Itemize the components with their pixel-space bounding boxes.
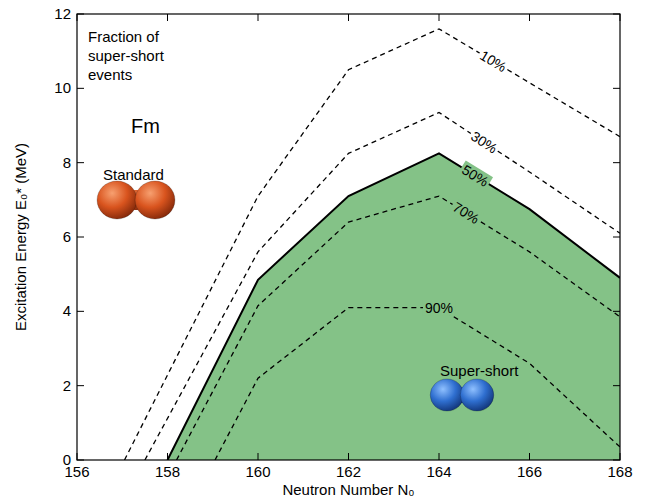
x-tick xyxy=(439,14,440,21)
y-tick xyxy=(613,162,620,163)
x-tick xyxy=(620,453,621,460)
y-tick xyxy=(77,14,84,15)
y-tick xyxy=(613,88,620,89)
x-tick-label: 166 xyxy=(517,463,542,480)
x-tick xyxy=(167,453,168,460)
chart: 156158160162164166168024681012Neutron Nu… xyxy=(0,0,648,501)
x-tick xyxy=(529,14,530,21)
label-patch xyxy=(475,46,511,76)
contour-line xyxy=(145,112,620,460)
x-tick xyxy=(77,14,78,21)
label-patch xyxy=(457,160,493,190)
annotation: Super-short xyxy=(440,362,519,379)
x-tick-label: 158 xyxy=(155,463,180,480)
x-tick xyxy=(258,14,259,21)
line-label-group: 30% xyxy=(466,127,502,158)
x-axis-title: Neutron Number N₀ xyxy=(282,481,414,498)
line-label-group: 50% xyxy=(457,160,493,190)
line-label: 50% xyxy=(459,162,491,190)
contour-line xyxy=(168,153,621,460)
y-tick-label: 8 xyxy=(63,154,71,171)
line-label-group: 10% xyxy=(475,46,511,76)
y-tick xyxy=(613,311,620,312)
x-tick-label: 168 xyxy=(607,463,632,480)
x-tick xyxy=(620,14,621,21)
line-label: 90% xyxy=(425,300,453,316)
y-tick-label: 0 xyxy=(63,451,71,468)
y-axis-title: Excitation Energy E₀* (MeV) xyxy=(12,143,29,331)
x-tick xyxy=(258,453,259,460)
y-tick-label: 6 xyxy=(63,228,71,245)
annotation: Fm xyxy=(131,115,160,137)
area-fill xyxy=(168,153,621,460)
y-tick-label: 4 xyxy=(63,302,71,319)
y-tick xyxy=(77,88,84,89)
y-tick xyxy=(77,237,84,238)
y-tick xyxy=(77,162,84,163)
chart-title: Fraction ofsuper-shortevents xyxy=(88,28,165,83)
ticks xyxy=(77,14,620,460)
contour-line xyxy=(215,308,620,460)
plot-frame xyxy=(77,14,620,460)
annotation: Standard xyxy=(103,166,164,183)
y-tick xyxy=(613,385,620,386)
y-tick-label: 2 xyxy=(63,377,71,394)
contour-line xyxy=(177,196,620,460)
y-tick xyxy=(77,460,84,461)
x-tick-label: 164 xyxy=(426,463,451,480)
x-tick xyxy=(529,453,530,460)
label-patch xyxy=(448,198,484,228)
nucleus-icon xyxy=(97,181,175,219)
label-patch xyxy=(423,300,455,316)
line-label: 70% xyxy=(450,199,482,227)
x-tick xyxy=(439,453,440,460)
x-tick-label: 160 xyxy=(245,463,270,480)
y-tick-label: 12 xyxy=(54,5,71,22)
x-tick xyxy=(77,453,78,460)
contour-line xyxy=(125,29,620,460)
y-tick-label: 10 xyxy=(54,79,71,96)
line-label: 30% xyxy=(468,128,500,157)
x-tick xyxy=(348,453,349,460)
y-tick xyxy=(613,460,620,461)
line-label-group: 70% xyxy=(448,198,484,228)
y-tick xyxy=(77,385,84,386)
x-tick xyxy=(167,14,168,21)
line-label: 10% xyxy=(477,47,509,75)
line-label-group: 90% xyxy=(423,300,455,316)
nucleus-icon xyxy=(430,379,494,411)
y-tick xyxy=(613,14,620,15)
x-tick xyxy=(348,14,349,21)
y-tick xyxy=(77,311,84,312)
y-tick xyxy=(613,237,620,238)
x-tick-label: 162 xyxy=(336,463,361,480)
label-patch xyxy=(466,127,502,158)
plot-data xyxy=(125,29,620,460)
